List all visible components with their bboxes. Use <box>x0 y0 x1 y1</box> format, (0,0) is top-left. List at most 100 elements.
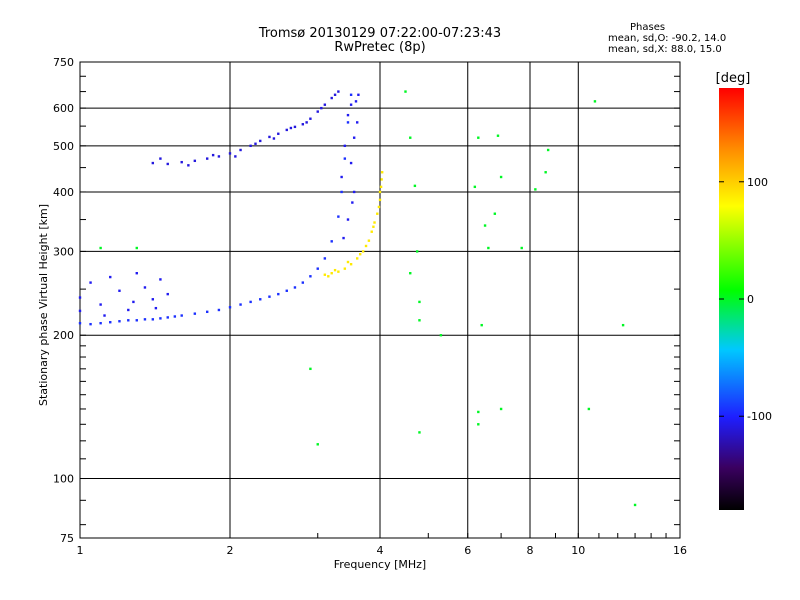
y-tick-label: 750 <box>53 56 74 69</box>
y-tick-label: 400 <box>53 186 74 199</box>
data-point <box>499 175 503 179</box>
y-tick-label: 300 <box>53 245 74 258</box>
data-point <box>337 270 340 273</box>
phases-heading: Phases <box>630 22 666 33</box>
data-point <box>78 296 82 299</box>
data-point <box>349 161 353 165</box>
data-point <box>285 289 288 292</box>
y-tick-label: 200 <box>53 329 74 342</box>
data-point <box>473 185 477 189</box>
data-point <box>309 367 312 371</box>
data-point <box>323 273 327 276</box>
data-point <box>268 135 271 139</box>
x-axis-label: Frequency [MHz] <box>334 558 426 571</box>
axis-ticks: 1 2 4 6 8 10 16 75 100 200 300 400 500 600 750 <box>53 56 687 557</box>
data-point <box>166 316 169 319</box>
data-point <box>205 157 209 160</box>
data-point <box>293 286 297 289</box>
data-point <box>361 250 365 253</box>
data-point <box>379 185 383 189</box>
data-point <box>301 281 305 284</box>
data-point <box>217 308 221 312</box>
data-point <box>277 292 280 296</box>
data-point <box>409 136 412 139</box>
data-point <box>354 100 358 103</box>
data-point <box>372 225 375 228</box>
data-point <box>254 142 257 145</box>
data-point <box>239 148 242 152</box>
data-point <box>593 100 597 103</box>
data-point <box>249 300 252 304</box>
data-point <box>499 407 503 411</box>
data-point <box>333 93 337 96</box>
data-point <box>404 90 407 93</box>
data-point <box>99 246 102 250</box>
data-point <box>228 152 232 155</box>
phases-o-stats: mean, sd,O: -90.2, 14.0 <box>608 33 727 44</box>
data-point <box>234 155 237 158</box>
data-point <box>621 323 625 327</box>
data-point <box>277 132 280 135</box>
x-tick-label: 2 <box>227 544 234 557</box>
data-point <box>103 314 106 317</box>
data-point <box>259 139 262 143</box>
data-point <box>78 309 82 313</box>
colorbar-tick-label: -100 <box>747 410 772 423</box>
data-points <box>78 90 637 507</box>
y-tick-label: 600 <box>53 102 74 115</box>
data-point <box>520 246 523 250</box>
data-point <box>193 159 197 163</box>
data-point <box>272 137 276 140</box>
data-point <box>180 314 183 317</box>
data-point <box>413 184 417 188</box>
data-point <box>166 162 169 166</box>
data-point <box>358 252 362 256</box>
x-tick-label: 1 <box>77 544 84 557</box>
data-point <box>330 96 333 100</box>
data-point <box>127 308 130 312</box>
data-point <box>180 160 183 164</box>
data-point <box>154 306 158 310</box>
data-point <box>316 110 319 113</box>
data-point <box>477 410 480 414</box>
data-point <box>316 443 319 446</box>
y-axis-label: Stationary phase Virtual Height [km] <box>37 204 50 406</box>
data-point <box>418 431 421 434</box>
data-point <box>193 312 197 315</box>
data-point <box>151 318 155 321</box>
x-tick-label: 8 <box>527 544 534 557</box>
phases-x-stats: mean, sd,X: 88.0, 15.0 <box>608 44 722 55</box>
data-point <box>380 171 384 174</box>
data-point <box>173 315 177 318</box>
data-point <box>305 121 308 124</box>
data-point <box>415 250 419 253</box>
data-point <box>349 93 353 96</box>
data-point <box>99 321 102 325</box>
colorbar-tick-label: 100 <box>747 176 768 189</box>
data-point <box>239 303 242 306</box>
data-point <box>349 263 353 266</box>
data-point <box>99 303 102 306</box>
data-point <box>159 157 162 160</box>
data-point <box>301 123 305 126</box>
data-point <box>343 144 347 148</box>
data-point <box>367 239 371 242</box>
data-point <box>376 212 379 215</box>
data-point <box>633 503 637 507</box>
data-point <box>340 190 343 194</box>
data-point <box>143 318 147 321</box>
data-point <box>439 334 443 337</box>
x-tick-label: 4 <box>377 544 384 557</box>
data-point <box>228 306 232 309</box>
data-point <box>364 244 368 248</box>
data-point <box>418 300 421 304</box>
data-point <box>477 136 480 139</box>
data-point <box>143 286 147 289</box>
chart-title: Tromsø 20130129 07:22:00-07:23:43 <box>258 26 502 41</box>
data-point <box>343 157 347 160</box>
colorbar-label: [deg] <box>716 71 751 86</box>
data-point <box>151 161 155 165</box>
y-tick-label: 500 <box>53 140 74 153</box>
data-point <box>534 188 537 191</box>
